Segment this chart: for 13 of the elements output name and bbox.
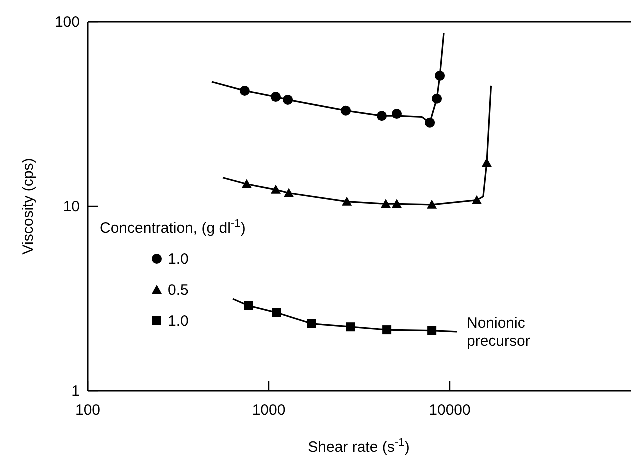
annotation: Nonionic precursor [466,314,530,350]
x-axis-title: Shear rate (s$^{-1}$) [308,437,410,456]
y-tick-label: 10 [63,198,80,216]
legend-label: 1.0 [168,313,189,330]
legend-label: 1.0 [168,251,189,268]
legend-title: Concentration, (g dl$^{-1}$) [100,218,246,237]
legend-label: 0.5 [168,282,189,299]
x-tick-label: 100 [75,402,101,419]
y-axis-title: Viscosity (cps) [20,158,37,255]
x-tick-label: 10000 [429,402,471,419]
x-tick-label: 1000 [252,402,286,419]
y-tick-label: 100 [54,14,80,31]
y-tick-label: 1 [72,383,80,400]
